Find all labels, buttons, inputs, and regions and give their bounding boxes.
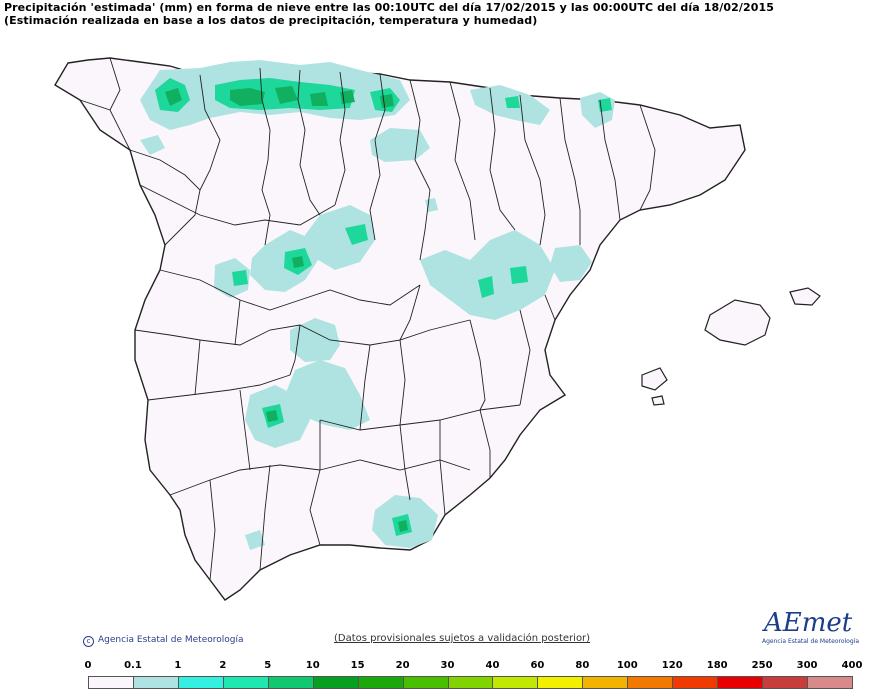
legend-swatch xyxy=(807,676,853,689)
legend-label: 10 xyxy=(305,660,320,671)
logo-tagline: Agencia Estatal de Meteorología xyxy=(762,638,859,645)
legend-swatch xyxy=(357,676,404,689)
island-menorca xyxy=(789,287,821,306)
map-subtitle: (Estimación realizada en base a los dato… xyxy=(4,14,538,27)
aemet-logo: AEmet Agencia Estatal de Meteorología xyxy=(758,604,859,650)
legend-swatch xyxy=(447,676,494,689)
legend-swatch xyxy=(672,676,719,689)
legend-label: 300 xyxy=(796,660,818,671)
map-title: Precipitación 'estimada' (mm) en forma d… xyxy=(4,1,774,14)
legend-label: 60 xyxy=(530,660,545,671)
legend-label: 0.1 xyxy=(124,660,142,671)
legend-label: 1 xyxy=(174,660,182,671)
legend-swatch xyxy=(402,676,449,689)
legend-swatch xyxy=(582,676,629,689)
province-borders xyxy=(79,57,656,581)
legend-label: 0 xyxy=(84,660,92,671)
legend-swatch xyxy=(537,676,584,689)
island-mallorca xyxy=(704,299,771,346)
island-formentera xyxy=(651,395,665,406)
legend-label: 80 xyxy=(575,660,590,671)
legend-swatch xyxy=(627,676,674,689)
legend-swatch xyxy=(717,676,764,689)
snow-precipitation-map xyxy=(54,57,821,601)
legend-swatch xyxy=(222,676,269,689)
iberian-peninsula xyxy=(54,57,746,601)
legend-label: 100 xyxy=(616,660,638,671)
snow-area-light xyxy=(140,60,615,550)
legend-swatch xyxy=(267,676,314,689)
logo-wordmark: AEmet xyxy=(764,608,853,638)
snow-area-heavy xyxy=(165,86,408,532)
agency-name: Agencia Estatal de Meteorología xyxy=(98,635,244,645)
legend-swatch xyxy=(132,676,179,689)
provisional-data-notice: (Datos provisionales sujetos a validació… xyxy=(334,633,591,644)
copyright-icon: c xyxy=(83,636,94,647)
legend-swatch xyxy=(762,676,809,689)
legend-label: 20 xyxy=(395,660,410,671)
legend-swatch xyxy=(312,676,359,689)
agency-credit: c Agencia Estatal de Meteorología xyxy=(83,635,244,647)
legend-swatch xyxy=(177,676,224,689)
legend-label: 400 xyxy=(841,660,863,671)
legend-label: 180 xyxy=(706,660,728,671)
legend-label: 30 xyxy=(440,660,455,671)
legend-label: 250 xyxy=(751,660,773,671)
island-ibiza xyxy=(641,367,668,391)
legend-label: 120 xyxy=(661,660,683,671)
legend-label: 5 xyxy=(264,660,272,671)
legend-swatch xyxy=(492,676,539,689)
precipitation-legend: 0 0.1 1 2 5 10 15 20 30 40 60 80 100 120 180 250 300 400 xyxy=(0,660,870,696)
legend-label: 15 xyxy=(350,660,365,671)
legend-label: 2 xyxy=(219,660,227,671)
legend-label: 40 xyxy=(485,660,500,671)
legend-swatch xyxy=(88,676,134,689)
